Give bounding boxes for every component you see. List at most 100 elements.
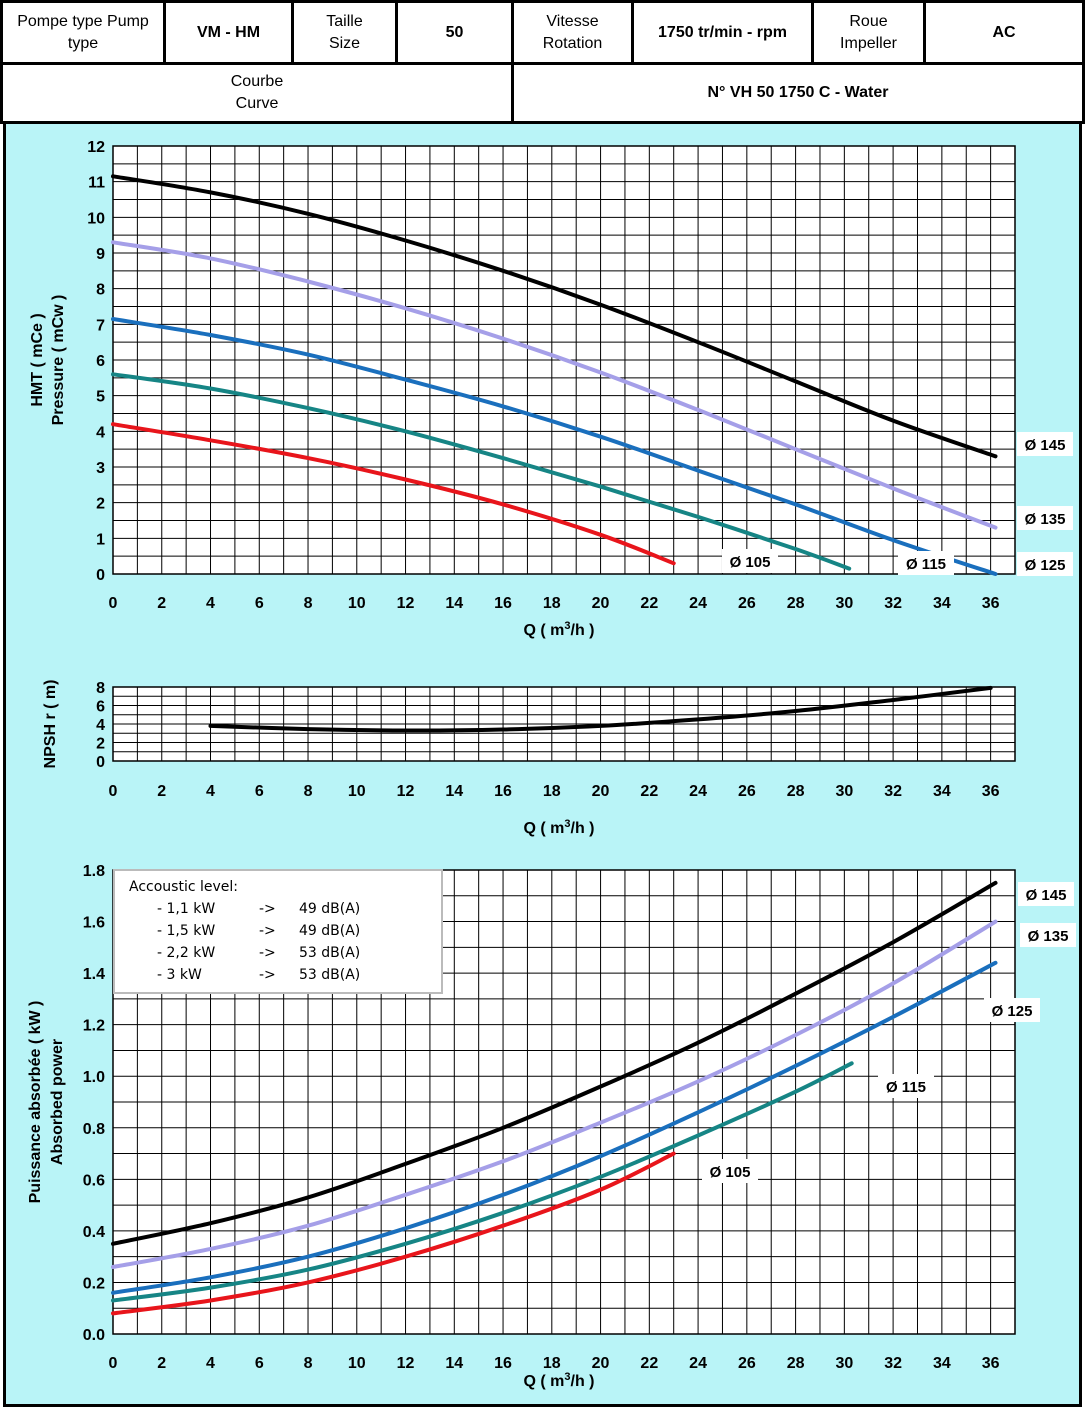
x-tick-label: 16 xyxy=(494,1355,512,1372)
x-tick-label: 12 xyxy=(397,783,415,800)
y-tick-label: 8 xyxy=(96,680,105,697)
series-line-145 xyxy=(111,880,998,1246)
x-tick-label: 10 xyxy=(348,1355,366,1372)
y-tick-label: 0 xyxy=(96,567,105,584)
y-tick-label: 12 xyxy=(87,139,105,156)
y-tick-label: 1.6 xyxy=(83,915,105,932)
curve-label: Courbe Curve xyxy=(0,62,514,124)
y-tick-label: 0.0 xyxy=(83,1327,105,1344)
y-tick-label: 0 xyxy=(96,754,105,771)
x-tick-label: 4 xyxy=(206,783,215,800)
x-tick-label: 20 xyxy=(592,1355,610,1372)
y-tick-label: 4 xyxy=(96,424,105,441)
legend-row: - 1,5 kW -> 49 dB(A) xyxy=(129,923,441,945)
series-line-115 xyxy=(111,372,852,571)
x-tick-label: 22 xyxy=(640,1355,658,1372)
x-tick-label: 0 xyxy=(109,1355,118,1372)
power-curve-label: Ø 135 xyxy=(1028,928,1069,945)
series-line-105 xyxy=(111,422,676,566)
speed-label: Vitesse Rotation xyxy=(511,0,634,65)
legend-title: Accoustic level: xyxy=(129,879,238,895)
y-tick-label: 7 xyxy=(96,317,105,334)
y-axis-label: HMT ( mCe ) xyxy=(29,313,46,406)
series-line-135 xyxy=(111,919,998,1269)
x-tick-label: 34 xyxy=(933,783,951,800)
x-tick-label: 14 xyxy=(445,1355,463,1372)
legend-power: - 2,2 kW xyxy=(157,945,216,961)
plot-border xyxy=(112,686,1016,762)
x-tick-label: 34 xyxy=(933,1355,951,1372)
x-tick-label: 34 xyxy=(933,595,951,612)
y-tick-label: 0.8 xyxy=(83,1121,105,1138)
x-tick-label: 12 xyxy=(397,595,415,612)
x-axis-label: Q ( m3/h ) xyxy=(523,1371,594,1390)
x-axis-label: Q ( m3/h ) xyxy=(523,818,594,837)
x-tick-label: 10 xyxy=(348,595,366,612)
x-tick-label: 28 xyxy=(787,1355,805,1372)
x-tick-label: 28 xyxy=(787,783,805,800)
x-tick-label: 16 xyxy=(494,595,512,612)
legend-row: - 1,1 kW -> 49 dB(A) xyxy=(129,901,441,923)
head-curve-label-bg xyxy=(722,549,778,573)
y-axis-label-secondary: Absorbed power xyxy=(49,1039,66,1165)
y-tick-label: 1.8 xyxy=(83,863,105,880)
x-tick-label: 22 xyxy=(640,595,658,612)
x-tick-label: 18 xyxy=(543,595,561,612)
x-axis-label: Q ( m3/h ) xyxy=(523,620,594,639)
x-tick-label: 24 xyxy=(689,783,707,800)
power-curve-label: Ø 125 xyxy=(992,1003,1033,1020)
series-line-115 xyxy=(111,1061,854,1303)
y-tick-label: 9 xyxy=(96,246,105,263)
legend-arrow: -> xyxy=(259,967,276,983)
x-tick-label: 30 xyxy=(835,595,853,612)
legend-arrow: -> xyxy=(259,923,276,939)
head-curve-label: Ø 135 xyxy=(1025,511,1066,528)
y-tick-label: 11 xyxy=(88,175,105,192)
chart-npsh: 0 2 4 6 8 10 12 14 16 18 20 22 24 26 28 30 32 34 3602468Q … xyxy=(42,680,1016,837)
x-tick-label: 8 xyxy=(304,1355,313,1372)
legend-row: - 2,2 kW -> 53 dB(A) xyxy=(129,945,441,967)
legend-level: 49 dB(A) xyxy=(299,901,361,917)
x-tick-label: 10 xyxy=(348,783,366,800)
x-tick-label: 30 xyxy=(835,1355,853,1372)
x-tick-label: 8 xyxy=(304,595,313,612)
head-curve-label: Ø 145 xyxy=(1025,437,1066,454)
plot-border xyxy=(112,869,1016,1335)
x-tick-label: 0 xyxy=(109,595,118,612)
power-curve-label-bg xyxy=(702,1159,758,1183)
series-line-125 xyxy=(111,317,998,576)
series-line-145 xyxy=(111,174,998,459)
series-line-105 xyxy=(111,1151,676,1316)
x-tick-label: 4 xyxy=(206,1355,215,1372)
power-curve-label-bg xyxy=(984,998,1040,1022)
head-curve-label: Ø 105 xyxy=(730,554,771,571)
acoustic-legend: Accoustic level: - 1,1 kW -> 49 dB(A) - … xyxy=(113,869,443,994)
power-curve-label: Ø 145 xyxy=(1026,887,1067,904)
y-tick-label: 2 xyxy=(96,736,105,753)
x-tick-label: 24 xyxy=(689,1355,707,1372)
plot-border xyxy=(112,145,1016,575)
x-tick-label: 28 xyxy=(787,595,805,612)
x-tick-label: 26 xyxy=(738,783,756,800)
x-tick-label: 24 xyxy=(689,595,707,612)
series-line-npsh xyxy=(208,685,993,733)
x-tick-label: 6 xyxy=(255,1355,264,1372)
x-tick-label: 2 xyxy=(157,783,166,800)
head-curve-label-bg xyxy=(1017,506,1073,530)
y-axis-label: Puissance absorbée ( kW ) xyxy=(27,1001,44,1204)
pump-type-label: Pompe type Pump type xyxy=(0,0,166,65)
x-tick-label: 30 xyxy=(835,783,853,800)
y-tick-label: 8 xyxy=(96,282,105,299)
y-tick-label: 0.4 xyxy=(83,1224,105,1241)
y-tick-label: 3 xyxy=(96,460,105,477)
legend-power: - 1,5 kW xyxy=(157,923,216,939)
x-tick-label: 2 xyxy=(157,1355,166,1372)
x-tick-label: 16 xyxy=(494,783,512,800)
x-tick-label: 12 xyxy=(397,1355,415,1372)
x-tick-label: 18 xyxy=(543,1355,561,1372)
x-tick-label: 36 xyxy=(982,783,1000,800)
power-curve-label-bg xyxy=(878,1074,934,1098)
curve-value: N° VH 50 1750 C - Water xyxy=(511,62,1085,124)
power-curve-label-bg xyxy=(1018,882,1074,906)
